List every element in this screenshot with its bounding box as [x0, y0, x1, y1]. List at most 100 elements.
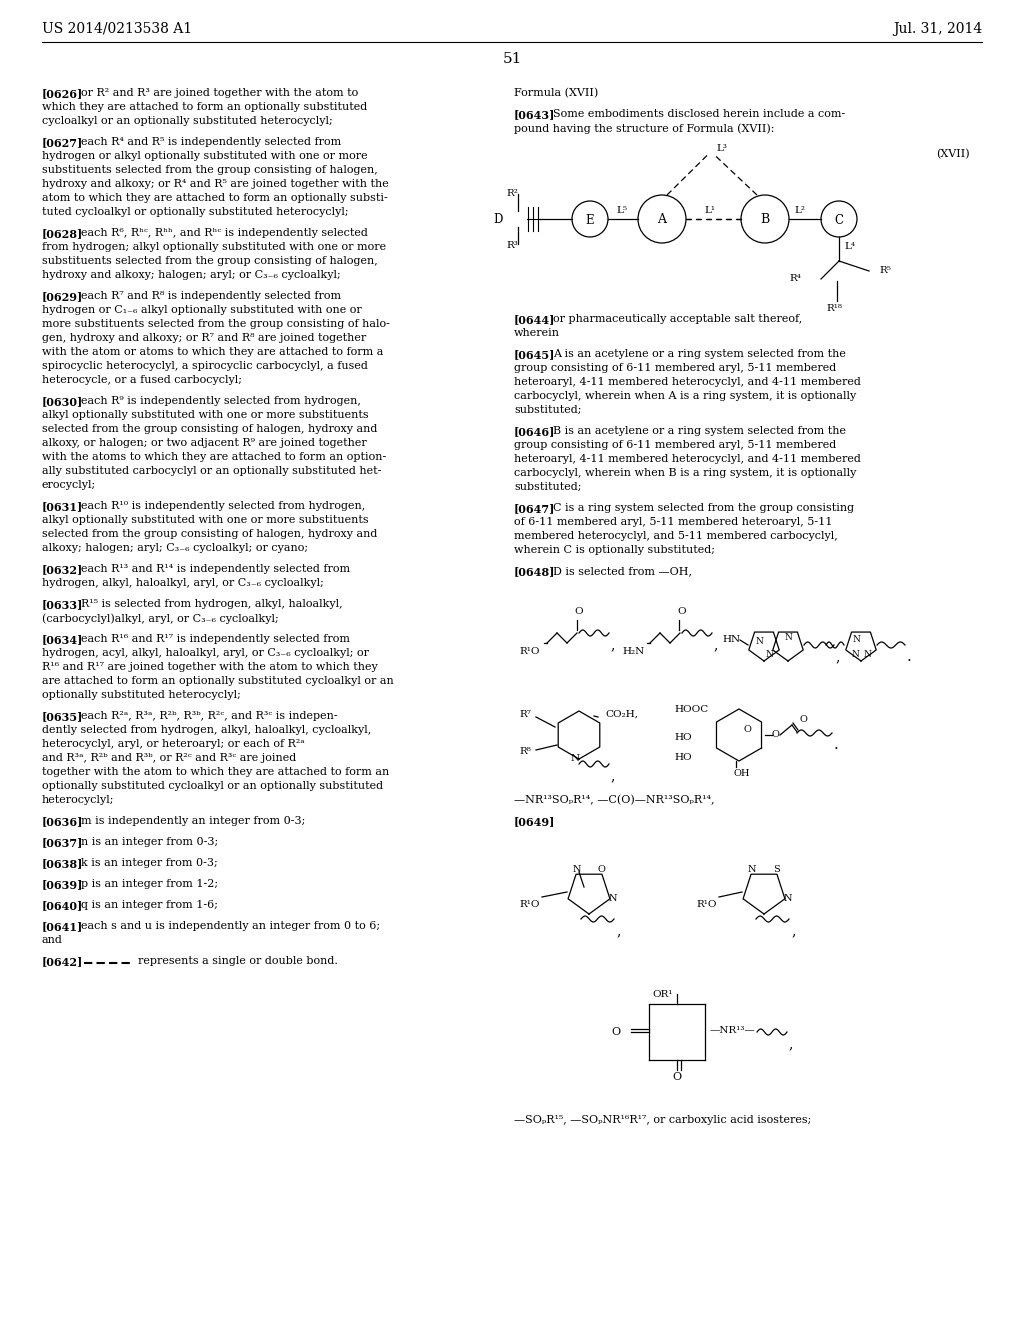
Text: N: N	[765, 649, 773, 659]
Text: selected from the group consisting of halogen, hydroxy and: selected from the group consisting of ha…	[42, 529, 378, 539]
Text: cycloalkyl or an optionally substituted heterocyclyl;: cycloalkyl or an optionally substituted …	[42, 116, 333, 125]
Text: which they are attached to form an optionally substituted: which they are attached to form an optio…	[42, 102, 368, 112]
Text: [0639]: [0639]	[42, 879, 83, 890]
Text: membered heterocyclyl, and 5-11 membered carbocyclyl,: membered heterocyclyl, and 5-11 membered…	[514, 531, 838, 541]
Text: —SOₚR¹⁵, —SOₚNR¹⁶R¹⁷, or carboxylic acid isosteres;: —SOₚR¹⁵, —SOₚNR¹⁶R¹⁷, or carboxylic acid…	[514, 1115, 811, 1125]
Text: ,: ,	[713, 638, 718, 652]
Text: [0644]: [0644]	[514, 314, 555, 325]
Text: Formula (XVII): Formula (XVII)	[514, 88, 598, 98]
Text: [0636]: [0636]	[42, 816, 83, 828]
Text: ,: ,	[788, 1038, 793, 1051]
Text: q is an integer from 1-6;: q is an integer from 1-6;	[81, 900, 218, 909]
Text: Some embodiments disclosed herein include a com-: Some embodiments disclosed herein includ…	[553, 110, 846, 119]
Text: Jul. 31, 2014: Jul. 31, 2014	[893, 22, 982, 36]
Text: R¹O: R¹O	[519, 647, 540, 656]
Text: R¹O: R¹O	[519, 900, 540, 909]
Text: R⁴: R⁴	[790, 275, 801, 282]
Text: C is a ring system selected from the group consisting: C is a ring system selected from the gro…	[553, 503, 854, 513]
Text: ,: ,	[835, 649, 840, 664]
Text: N: N	[784, 894, 793, 903]
Text: OH: OH	[734, 770, 751, 777]
Text: E: E	[586, 214, 594, 227]
Text: with the atom or atoms to which they are attached to form a: with the atom or atoms to which they are…	[42, 347, 383, 356]
Text: each s and u is independently an integer from 0 to 6;: each s and u is independently an integer…	[81, 921, 380, 931]
Text: L³: L³	[717, 144, 727, 153]
Text: each R¹⁰ is independently selected from hydrogen,: each R¹⁰ is independently selected from …	[81, 502, 366, 511]
Text: B: B	[761, 213, 770, 226]
Text: [0631]: [0631]	[42, 502, 83, 512]
Text: N: N	[755, 638, 763, 645]
Text: R¹⁵ is selected from hydrogen, alkyl, haloalkyl,: R¹⁵ is selected from hydrogen, alkyl, ha…	[81, 599, 343, 609]
Text: [0633]: [0633]	[42, 599, 83, 610]
Text: R⁷: R⁷	[519, 710, 530, 719]
Text: D is selected from —OH,: D is selected from —OH,	[553, 566, 692, 576]
Text: dently selected from hydrogen, alkyl, haloalkyl, cycloalkyl,: dently selected from hydrogen, alkyl, ha…	[42, 725, 372, 735]
Text: R¹O: R¹O	[696, 900, 717, 909]
Text: L⁴: L⁴	[844, 242, 855, 251]
Text: and R³ᵃ, R²ᵇ and R³ᵇ, or R²ᶜ and R³ᶜ are joined: and R³ᵃ, R²ᵇ and R³ᵇ, or R²ᶜ and R³ᶜ are…	[42, 752, 296, 763]
Text: [0648]: [0648]	[514, 566, 555, 577]
Text: n is an integer from 0-3;: n is an integer from 0-3;	[81, 837, 218, 847]
Text: OR¹: OR¹	[652, 990, 673, 999]
Text: hydrogen or C₁₋₆ alkyl optionally substituted with one or: hydrogen or C₁₋₆ alkyl optionally substi…	[42, 305, 361, 315]
Text: .: .	[907, 649, 911, 664]
Text: group consisting of 6-11 membered aryl, 5-11 membered: group consisting of 6-11 membered aryl, …	[514, 440, 837, 450]
Text: O: O	[672, 1072, 681, 1082]
Text: ,: ,	[616, 924, 621, 939]
Text: HOOC: HOOC	[674, 705, 709, 714]
Text: [0646]: [0646]	[514, 426, 555, 437]
Text: R⁸: R⁸	[519, 747, 530, 756]
Text: group consisting of 6-11 membered aryl, 5-11 membered: group consisting of 6-11 membered aryl, …	[514, 363, 837, 374]
Text: more substituents selected from the group consisting of halo-: more substituents selected from the grou…	[42, 319, 390, 329]
Text: m is independently an integer from 0-3;: m is independently an integer from 0-3;	[81, 816, 305, 826]
Text: heteroaryl, 4-11 membered heterocyclyl, and 4-11 membered: heteroaryl, 4-11 membered heterocyclyl, …	[514, 454, 861, 465]
Text: of 6-11 membered aryl, 5-11 membered heteroaryl, 5-11: of 6-11 membered aryl, 5-11 membered het…	[514, 517, 833, 527]
Text: HN: HN	[722, 635, 740, 644]
Text: (XVII): (XVII)	[936, 149, 970, 160]
Text: [0649]: [0649]	[514, 816, 555, 828]
Text: pound having the structure of Formula (XVII):: pound having the structure of Formula (X…	[514, 123, 774, 133]
Text: [0642]: [0642]	[42, 956, 83, 968]
Text: together with the atom to which they are attached to form an: together with the atom to which they are…	[42, 767, 389, 777]
Text: [0638]: [0638]	[42, 858, 83, 869]
Text: selected from the group consisting of halogen, hydroxy and: selected from the group consisting of ha…	[42, 424, 378, 434]
Text: alkoxy, or halogen; or two adjacent R⁹ are joined together: alkoxy, or halogen; or two adjacent R⁹ a…	[42, 438, 367, 447]
Text: heterocyclyl, aryl, or heteroaryl; or each of R²ᵃ: heterocyclyl, aryl, or heteroaryl; or ea…	[42, 739, 305, 748]
Text: tuted cycloalkyl or optionally substituted heterocyclyl;: tuted cycloalkyl or optionally substitut…	[42, 207, 348, 216]
Text: [0626]: [0626]	[42, 88, 83, 99]
Text: optionally substituted heterocyclyl;: optionally substituted heterocyclyl;	[42, 690, 241, 700]
Text: carbocyclyl, wherein when A is a ring system, it is optionally: carbocyclyl, wherein when A is a ring sy…	[514, 391, 856, 401]
Text: O: O	[800, 715, 808, 723]
Text: L²: L²	[794, 206, 805, 215]
Text: .: .	[834, 738, 839, 752]
Text: or R² and R³ are joined together with the atom to: or R² and R³ are joined together with th…	[81, 88, 358, 98]
Text: (carbocyclyl)alkyl, aryl, or C₃₋₆ cycloalkyl;: (carbocyclyl)alkyl, aryl, or C₃₋₆ cycloa…	[42, 612, 279, 623]
Text: atom to which they are attached to form an optionally substi-: atom to which they are attached to form …	[42, 193, 388, 203]
Text: [0637]: [0637]	[42, 837, 83, 847]
Text: B is an acetylene or a ring system selected from the: B is an acetylene or a ring system selec…	[553, 426, 846, 436]
Text: heterocycle, or a fused carbocyclyl;: heterocycle, or a fused carbocyclyl;	[42, 375, 242, 385]
Text: R¹⁸: R¹⁸	[826, 304, 842, 313]
Text: L¹: L¹	[705, 206, 715, 215]
Text: alkoxy; halogen; aryl; C₃₋₆ cycloalkyl; or cyano;: alkoxy; halogen; aryl; C₃₋₆ cycloalkyl; …	[42, 543, 308, 553]
Text: p is an integer from 1-2;: p is an integer from 1-2;	[81, 879, 218, 888]
Text: heterocyclyl;: heterocyclyl;	[42, 795, 115, 805]
Text: [0645]: [0645]	[514, 348, 555, 360]
Text: [0629]: [0629]	[42, 290, 83, 302]
Text: alkyl optionally substituted with one or more substituents: alkyl optionally substituted with one or…	[42, 515, 369, 525]
Text: A: A	[657, 213, 667, 226]
Text: with the atoms to which they are attached to form an option-: with the atoms to which they are attache…	[42, 451, 386, 462]
Text: wherein C is optionally substituted;: wherein C is optionally substituted;	[514, 545, 715, 554]
Text: C: C	[835, 214, 844, 227]
Text: spirocyclic heterocyclyl, a spirocyclic carbocyclyl, a fused: spirocyclic heterocyclyl, a spirocyclic …	[42, 360, 368, 371]
Text: N: N	[609, 894, 617, 903]
Text: O: O	[677, 607, 686, 616]
Text: wherein: wherein	[514, 327, 560, 338]
Text: [0630]: [0630]	[42, 396, 83, 407]
Text: L⁵: L⁵	[616, 206, 627, 215]
Text: hydrogen or alkyl optionally substituted with one or more: hydrogen or alkyl optionally substituted…	[42, 150, 368, 161]
Text: represents a single or double bond.: represents a single or double bond.	[138, 956, 338, 966]
Text: [0627]: [0627]	[42, 137, 83, 148]
Text: from hydrogen; alkyl optionally substituted with one or more: from hydrogen; alkyl optionally substitu…	[42, 242, 386, 252]
Text: each R¹³ and R¹⁴ is independently selected from: each R¹³ and R¹⁴ is independently select…	[81, 564, 350, 574]
